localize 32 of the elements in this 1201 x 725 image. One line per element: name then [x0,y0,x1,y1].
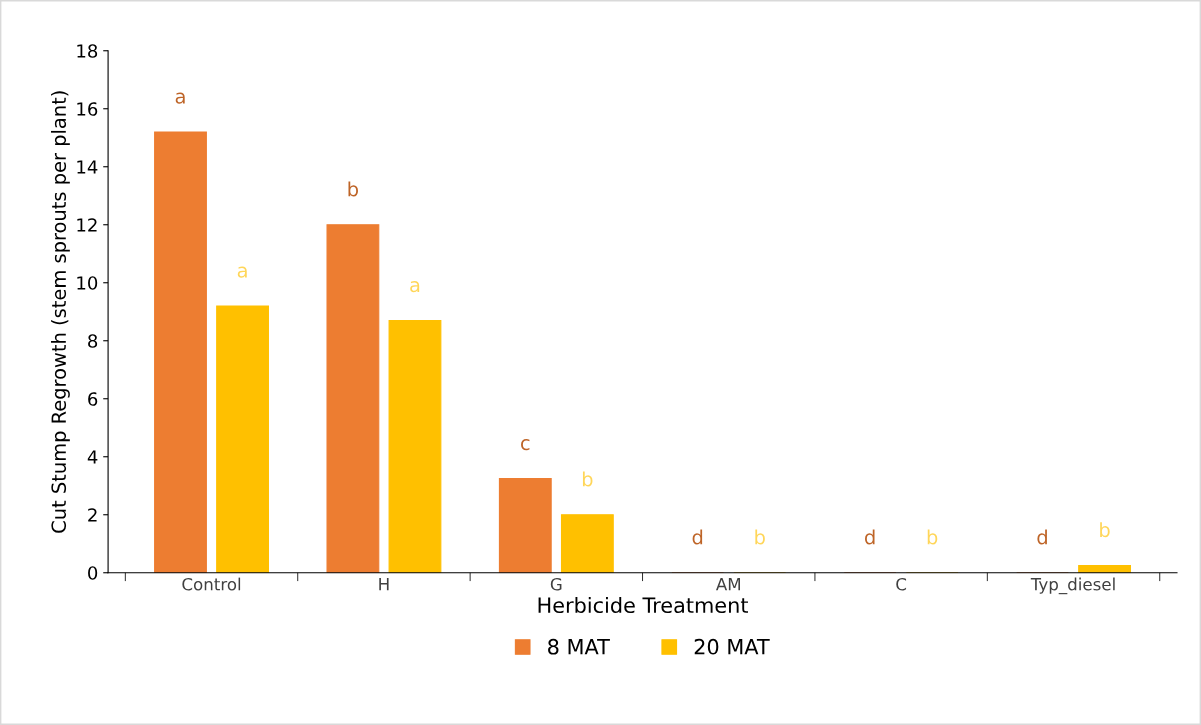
y-axis-title: Cut Stump Regrowth (stem sprouts per plant) [51,91,70,533]
data-label: a [410,281,420,293]
y-tick-label: 2 [88,508,97,522]
data-label: a [237,266,247,278]
legend-label: 8 MAT [548,638,610,655]
data-label: b [348,181,359,197]
data-label: a [175,92,185,104]
y-tick-label: 0 [88,566,98,580]
data-label: d [692,529,703,545]
x-tick-label: G [550,577,562,591]
x-axis-title: Herbicide Treatment [538,596,749,614]
data-label: b [755,529,765,545]
data-label: c [521,439,530,451]
y-tick-label: 12 [77,218,97,232]
data-label: d [1037,529,1047,545]
y-tick-label: 16 [77,102,98,116]
data-label: b [927,529,938,545]
y-tick-label: 10 [77,276,98,290]
x-tick-label: C [896,577,907,591]
y-tick-label: 18 [77,44,98,58]
data-label: b [1100,522,1110,538]
x-tick-label: Control [182,577,241,591]
y-tick-label: 6 [88,392,98,406]
x-tick-label: AM [715,578,740,591]
y-tick-label: 14 [77,160,98,174]
data-label: b [582,471,593,487]
x-tick-label: H [379,578,389,591]
y-tick-label: 4 [87,450,98,464]
legend-label: 20 MAT [694,638,770,655]
y-tick-label: 8 [88,334,98,348]
data-label: d [865,529,875,545]
x-tick-label: Typ_diesel [1030,577,1115,595]
